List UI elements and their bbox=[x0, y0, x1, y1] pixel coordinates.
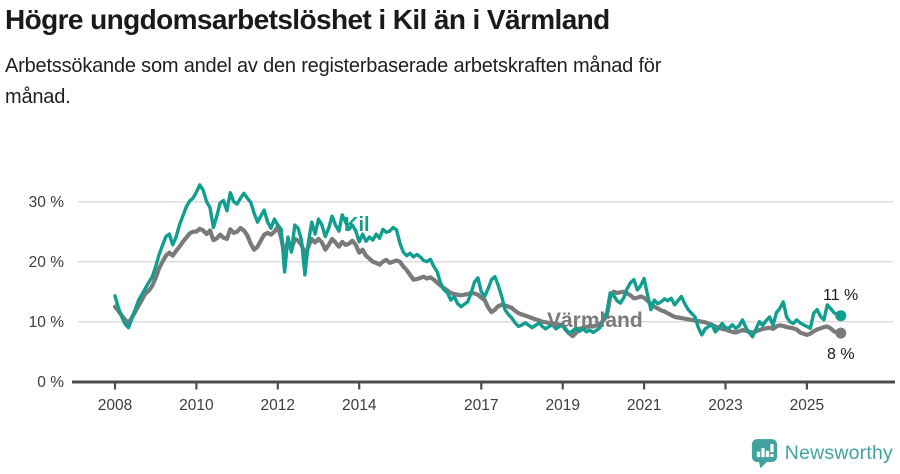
x-tick-label-2008: 2008 bbox=[98, 397, 132, 414]
subtitle-line-2: månad. bbox=[5, 86, 71, 109]
end-point-dots bbox=[835, 310, 847, 339]
series-line-kil bbox=[113, 183, 843, 339]
newsworthy-logo-icon bbox=[751, 439, 777, 469]
y-tick-label-20: 20 % bbox=[29, 254, 65, 271]
x-tick-label-2017: 2017 bbox=[464, 397, 498, 414]
series-lines bbox=[112, 183, 843, 339]
y-tick-label-30: 30 % bbox=[29, 194, 65, 211]
varmland-end-value-label: 8 % bbox=[827, 346, 855, 363]
x-tick-label-2025: 2025 bbox=[790, 397, 824, 414]
logo-exclamation-stem bbox=[770, 444, 774, 453]
y-tick-label-0: 0 % bbox=[37, 374, 64, 391]
kil-line-label: Kil bbox=[344, 214, 370, 236]
x-tick-label-2023: 2023 bbox=[708, 397, 742, 414]
end-dot-kil bbox=[835, 310, 847, 322]
x-tick-label-2019: 2019 bbox=[545, 397, 579, 414]
end-dot-värmland bbox=[835, 327, 847, 339]
logo-exclamation-dot bbox=[770, 454, 774, 458]
series-labels: Kil Värmland 11 % 8 % bbox=[344, 214, 858, 363]
chart-subtitle: Arbetssökande som andel av den registerb… bbox=[5, 51, 785, 113]
x-tick-label-2021: 2021 bbox=[627, 397, 661, 414]
subtitle-line-1: Arbetssökande som andel av den registerb… bbox=[5, 55, 662, 78]
axis-tick-labels: 0 % 10 % 20 % 30 % 2008 2010 2012 2014 2017 2019 2… bbox=[29, 194, 824, 414]
chart-header: Högre ungdomsarbetslöshet i Kil än i Vär… bbox=[5, 4, 785, 113]
kil-end-value-label: 11 % bbox=[823, 287, 858, 304]
logo-bar-2 bbox=[761, 448, 765, 458]
x-axis bbox=[72, 380, 895, 390]
logo-bar-1 bbox=[756, 451, 760, 458]
x-tick-label-2014: 2014 bbox=[342, 397, 377, 414]
x-tick-label-2010: 2010 bbox=[179, 397, 214, 414]
brand-name: Newsworthy bbox=[784, 442, 893, 464]
gridlines bbox=[78, 201, 893, 323]
x-tick-label-2012: 2012 bbox=[261, 397, 295, 414]
chart-title: Högre ungdomsarbetslöshet i Kil än i Vär… bbox=[5, 4, 610, 35]
logo-bar-3 bbox=[765, 450, 769, 458]
brand-footer: Newsworthy bbox=[751, 437, 893, 470]
varmland-line-label: Värmland bbox=[547, 309, 643, 332]
y-tick-label-10: 10 % bbox=[29, 314, 65, 331]
